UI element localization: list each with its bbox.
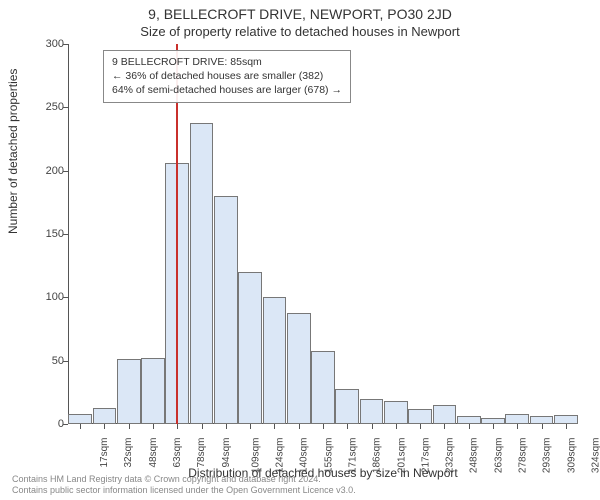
histogram-bar bbox=[384, 401, 408, 424]
x-tick-mark bbox=[153, 424, 154, 429]
y-tick-label: 100 bbox=[24, 291, 64, 303]
histogram-bar bbox=[263, 297, 287, 424]
annotation-line: 9 BELLECROFT DRIVE: 85sqm bbox=[112, 55, 342, 69]
x-tick-mark bbox=[396, 424, 397, 429]
annotation-box: 9 BELLECROFT DRIVE: 85sqm← 36% of detach… bbox=[103, 50, 351, 103]
histogram-bar bbox=[554, 415, 578, 424]
y-tick-mark bbox=[63, 234, 68, 235]
chart-container: 9, BELLECROFT DRIVE, NEWPORT, PO30 2JD S… bbox=[0, 0, 600, 500]
x-tick-label: 63sqm bbox=[172, 438, 183, 468]
x-tick-mark bbox=[202, 424, 203, 429]
x-tick-mark bbox=[274, 424, 275, 429]
x-tick-mark bbox=[493, 424, 494, 429]
histogram-bar bbox=[530, 416, 554, 424]
y-tick-label: 250 bbox=[24, 101, 64, 113]
histogram-bar bbox=[408, 409, 432, 424]
y-tick-mark bbox=[63, 107, 68, 108]
footer-line-2: Contains public sector information licen… bbox=[12, 485, 356, 496]
histogram-bar bbox=[117, 359, 141, 424]
histogram-bar bbox=[190, 123, 214, 424]
x-tick-mark bbox=[517, 424, 518, 429]
histogram-bar bbox=[360, 399, 384, 424]
histogram-bar bbox=[287, 313, 311, 424]
y-tick-mark bbox=[63, 44, 68, 45]
plot-area: 05010015020025030017sqm32sqm48sqm63sqm78… bbox=[68, 44, 578, 424]
histogram-bar bbox=[68, 414, 92, 424]
histogram-bar bbox=[311, 351, 335, 424]
y-tick-label: 50 bbox=[24, 355, 64, 367]
x-tick-label: 94sqm bbox=[221, 438, 232, 468]
y-tick-mark bbox=[63, 361, 68, 362]
histogram-bar bbox=[93, 408, 117, 424]
annotation-line: 64% of semi-detached houses are larger (… bbox=[112, 83, 342, 97]
x-tick-mark bbox=[299, 424, 300, 429]
x-tick-mark bbox=[104, 424, 105, 429]
y-tick-label: 150 bbox=[24, 228, 64, 240]
y-tick-label: 300 bbox=[24, 38, 64, 50]
histogram-bar bbox=[214, 196, 238, 424]
x-tick-mark bbox=[129, 424, 130, 429]
histogram-bar bbox=[457, 416, 481, 424]
x-tick-mark bbox=[542, 424, 543, 429]
histogram-bar bbox=[433, 405, 457, 424]
x-tick-label: 78sqm bbox=[196, 438, 207, 468]
chart-subtitle: Size of property relative to detached ho… bbox=[0, 24, 600, 39]
y-tick-mark bbox=[63, 424, 68, 425]
page-title: 9, BELLECROFT DRIVE, NEWPORT, PO30 2JD bbox=[0, 6, 600, 22]
x-tick-mark bbox=[226, 424, 227, 429]
x-tick-mark bbox=[469, 424, 470, 429]
x-tick-mark bbox=[444, 424, 445, 429]
footer-line-1: Contains HM Land Registry data © Crown c… bbox=[12, 474, 356, 485]
histogram-bar bbox=[505, 414, 529, 424]
histogram-bar bbox=[238, 272, 262, 424]
histogram-bar bbox=[335, 389, 359, 424]
y-tick-label: 200 bbox=[24, 165, 64, 177]
x-tick-mark bbox=[177, 424, 178, 429]
annotation-line: ← 36% of detached houses are smaller (38… bbox=[112, 69, 342, 83]
x-tick-mark bbox=[372, 424, 373, 429]
histogram-bar bbox=[141, 358, 165, 424]
x-tick-mark bbox=[323, 424, 324, 429]
x-tick-label: 17sqm bbox=[99, 438, 110, 468]
y-tick-label: 0 bbox=[24, 418, 64, 430]
y-tick-mark bbox=[63, 297, 68, 298]
x-tick-mark bbox=[420, 424, 421, 429]
x-tick-mark bbox=[80, 424, 81, 429]
x-tick-label: 48sqm bbox=[148, 438, 159, 468]
footer-attribution: Contains HM Land Registry data © Crown c… bbox=[12, 474, 356, 497]
x-tick-label: 32sqm bbox=[123, 438, 134, 468]
x-tick-label: 324sqm bbox=[590, 438, 600, 474]
x-tick-mark bbox=[347, 424, 348, 429]
x-tick-mark bbox=[566, 424, 567, 429]
y-tick-mark bbox=[63, 171, 68, 172]
x-tick-mark bbox=[250, 424, 251, 429]
y-axis-label: Number of detached properties bbox=[6, 69, 20, 234]
